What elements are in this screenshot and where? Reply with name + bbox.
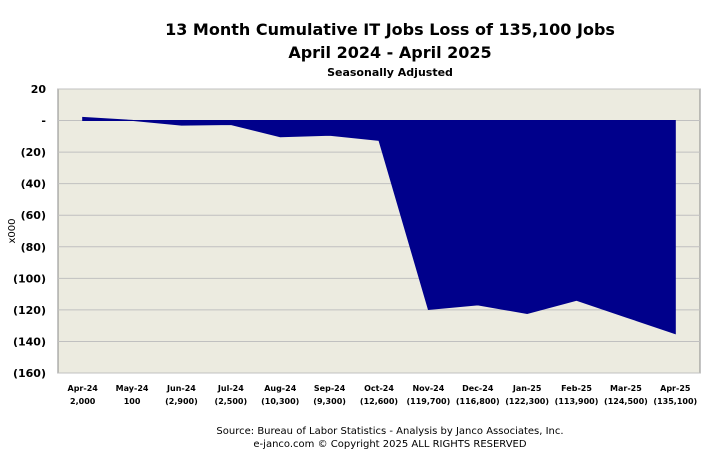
x-tick-label: Apr-25 bbox=[660, 384, 691, 393]
x-tick-label: Mar-25 bbox=[610, 384, 642, 393]
x-axis: Apr-24 2,000 May-24 100 Jun-24 (2,900) Jul-24 (… bbox=[68, 384, 698, 406]
data-label: (113,900) bbox=[555, 397, 599, 406]
data-label: (124,500) bbox=[604, 397, 648, 406]
data-label: (135,100) bbox=[653, 397, 697, 406]
x-tick-label: Oct-24 bbox=[364, 384, 394, 393]
data-label: (2,500) bbox=[215, 397, 248, 406]
chart-subtitle-2: Seasonally Adjusted bbox=[327, 66, 453, 79]
data-label: (119,700) bbox=[407, 397, 451, 406]
x-tick-label: Jun-24 bbox=[166, 384, 196, 393]
x-tick-label: Jul-24 bbox=[217, 384, 244, 393]
x-tick-label: Aug-24 bbox=[264, 384, 297, 393]
data-label: (2,900) bbox=[165, 397, 198, 406]
y-axis: 20 - (20) (40) (60) (80) (100) (120) (140) (160) bbox=[13, 83, 46, 380]
y-tick-label: (100) bbox=[13, 272, 46, 285]
y-tick-label: (40) bbox=[21, 178, 46, 191]
x-tick-label: Jan-25 bbox=[512, 384, 542, 393]
data-label: (122,300) bbox=[505, 397, 549, 406]
cumulative-loss-area bbox=[82, 116, 676, 335]
x-tick-label: Sep-24 bbox=[314, 384, 346, 393]
source-line: Source: Bureau of Labor Statistics - Ana… bbox=[216, 426, 564, 437]
x-tick-label: Dec-24 bbox=[462, 384, 494, 393]
chart-title: 13 Month Cumulative IT Jobs Loss of 135,… bbox=[165, 20, 615, 39]
data-label: (12,600) bbox=[360, 397, 398, 406]
y-tick-label: - bbox=[41, 115, 46, 128]
y-axis-label: x000 bbox=[7, 218, 18, 243]
data-label: 100 bbox=[124, 397, 141, 406]
y-tick-label: (20) bbox=[21, 146, 46, 159]
y-tick-label: (160) bbox=[13, 367, 46, 380]
chart-subtitle: April 2024 - April 2025 bbox=[288, 43, 492, 62]
y-tick-label: (120) bbox=[13, 304, 46, 317]
y-tick-label: (60) bbox=[21, 209, 46, 222]
x-tick-label: Nov-24 bbox=[412, 384, 444, 393]
data-label: (116,800) bbox=[456, 397, 500, 406]
y-tick-label: 20 bbox=[31, 83, 47, 96]
data-label: 2,000 bbox=[70, 397, 96, 406]
copyright-line: e-janco.com © Copyright 2025 ALL RIGHTS … bbox=[253, 439, 527, 450]
x-tick-label: May-24 bbox=[116, 384, 149, 393]
data-label: (9,300) bbox=[313, 397, 346, 406]
y-tick-label: (80) bbox=[21, 241, 46, 254]
x-tick-label: Apr-24 bbox=[68, 384, 99, 393]
data-label: (10,300) bbox=[261, 397, 299, 406]
y-tick-label: (140) bbox=[13, 335, 46, 348]
x-tick-label: Feb-25 bbox=[561, 384, 592, 393]
